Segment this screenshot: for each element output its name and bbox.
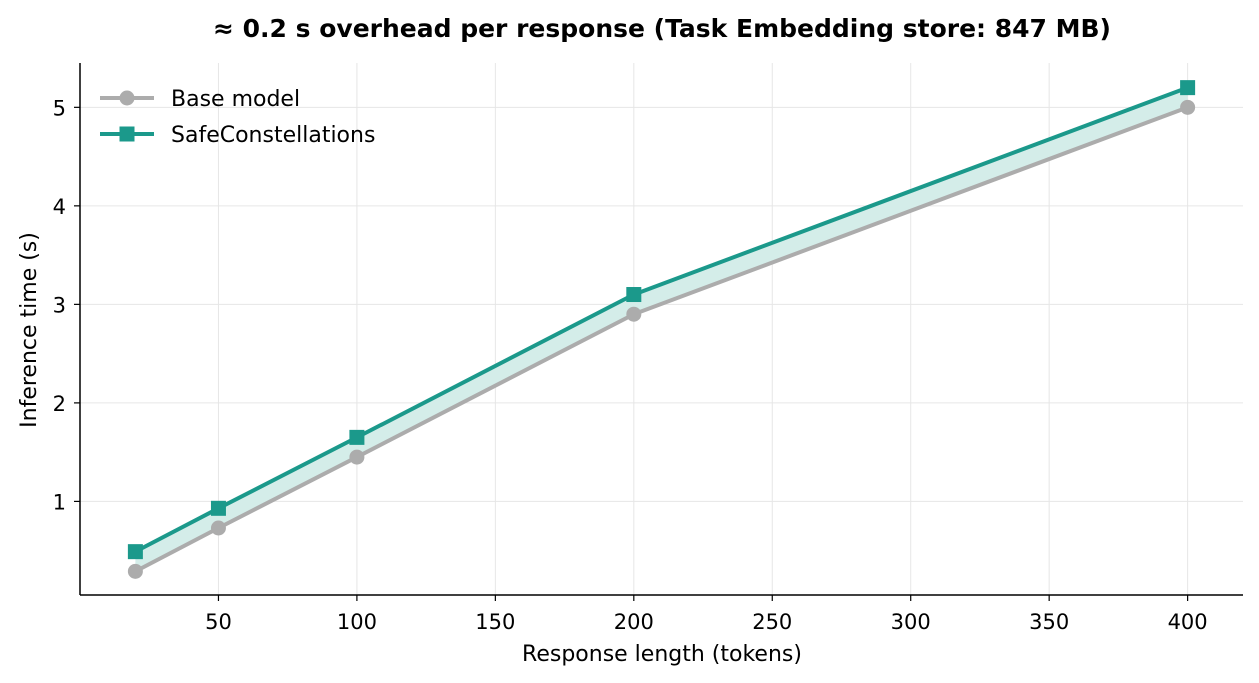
x-tick-label: 150	[475, 610, 515, 634]
data-point	[626, 287, 642, 303]
series-layer	[127, 80, 1196, 579]
series-base-model	[127, 99, 1196, 579]
data-point	[626, 306, 642, 322]
legend-label: Base model	[171, 87, 300, 112]
data-point	[127, 544, 143, 560]
y-tick-label: 2	[53, 392, 66, 416]
data-point	[1180, 99, 1196, 115]
legend: Base model SafeConstellations	[100, 87, 375, 148]
x-tick-label: 100	[337, 610, 377, 634]
x-ticks: 50 100 150 200 250 300 350 400	[205, 595, 1208, 634]
y-axis-label: Inference time (s)	[17, 232, 42, 428]
series-safeconstellations	[127, 80, 1196, 560]
legend-marker	[119, 126, 135, 142]
data-point	[349, 429, 365, 445]
data-point	[210, 500, 226, 516]
y-tick-label: 3	[53, 293, 66, 317]
x-tick-label: 400	[1168, 610, 1208, 634]
grid-lines	[80, 63, 1243, 595]
x-tick-label: 300	[891, 610, 931, 634]
x-tick-label: 250	[752, 610, 792, 634]
data-point	[1180, 80, 1196, 96]
x-tick-label: 50	[205, 610, 232, 634]
y-tick-label: 4	[53, 195, 66, 219]
y-tick-label: 5	[53, 96, 66, 120]
x-tick-label: 350	[1029, 610, 1069, 634]
data-point	[127, 563, 143, 579]
chart-title: ≈ 0.2 s overhead per response (Task Embe…	[213, 14, 1111, 43]
overhead-band	[135, 87, 1188, 572]
x-axis-label: Response length (tokens)	[522, 642, 802, 667]
y-ticks: 1 2 3 4 5	[53, 96, 80, 514]
data-point	[210, 520, 226, 536]
legend-marker	[119, 90, 135, 106]
x-tick-label: 200	[614, 610, 654, 634]
y-tick-label: 1	[53, 490, 66, 514]
legend-label: SafeConstellations	[171, 123, 375, 148]
data-point	[349, 449, 365, 465]
